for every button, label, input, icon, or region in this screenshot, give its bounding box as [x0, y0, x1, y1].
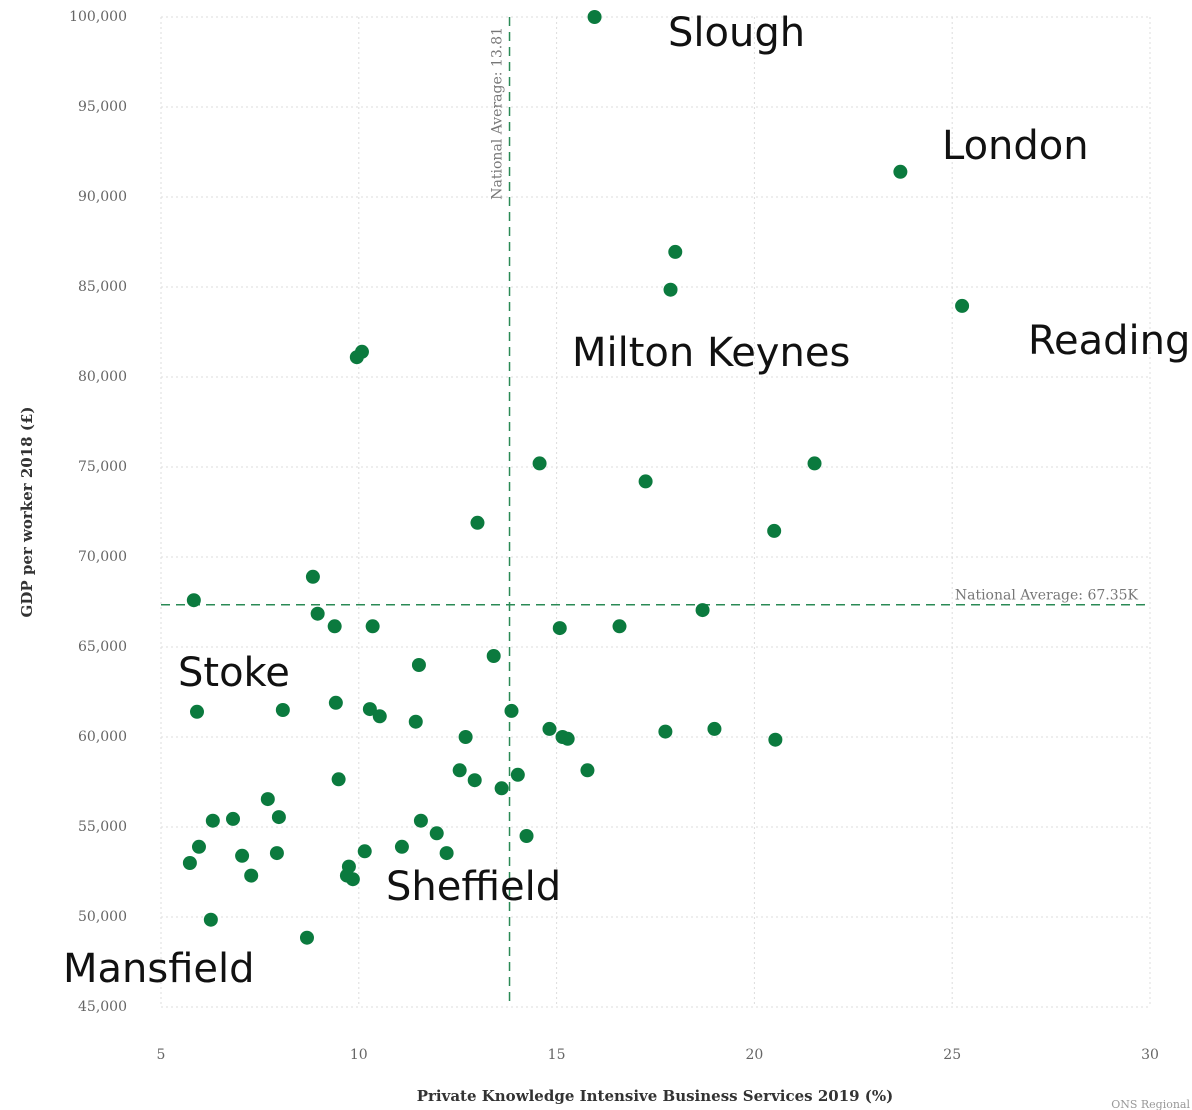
- y-tick-label: 60,000: [78, 729, 127, 745]
- y-tick-label: 80,000: [78, 369, 127, 385]
- data-point: [357, 844, 372, 859]
- data-point: [658, 724, 673, 739]
- data-point: [439, 846, 454, 861]
- data-point: [467, 773, 482, 788]
- data-point: [411, 658, 426, 672]
- x-tick-label: 15: [548, 1047, 566, 1063]
- data-point: [260, 792, 275, 807]
- annotation: Milton Keynes: [572, 330, 850, 376]
- data-point: [668, 244, 683, 259]
- data-point: [807, 456, 822, 471]
- annotation: Mansfield: [63, 946, 255, 992]
- data-point: [486, 649, 501, 663]
- annotation: Reading: [1028, 318, 1190, 364]
- y-tick-label: 70,000: [78, 549, 127, 565]
- data-point: [587, 10, 602, 24]
- source: ONS Regional: [1111, 1098, 1190, 1110]
- data-point: [580, 763, 595, 778]
- data-point: [328, 695, 343, 710]
- data-point: [552, 621, 567, 636]
- data-point: [362, 702, 377, 717]
- data-point: [707, 721, 722, 736]
- data-point: [429, 826, 444, 841]
- data-point: [275, 703, 290, 717]
- y-tick-label: 45,000: [78, 999, 127, 1015]
- x-tick-label: 5: [157, 1047, 166, 1063]
- y-tick-label: 85,000: [78, 279, 127, 295]
- data-point: [955, 298, 970, 313]
- data-point: [560, 731, 575, 746]
- data-point: [235, 848, 250, 863]
- data-point: [186, 593, 201, 608]
- data-point: [305, 569, 320, 584]
- data-point: [310, 606, 325, 621]
- x-tick-label: 25: [943, 1047, 961, 1063]
- data-point: [893, 164, 908, 179]
- data-point: [638, 474, 653, 489]
- data-point: [695, 603, 710, 618]
- data-point: [244, 868, 259, 883]
- data-point: [767, 523, 782, 538]
- data-point: [182, 856, 197, 870]
- data-point: [345, 872, 360, 887]
- y-tick-label: 100,000: [69, 9, 127, 25]
- y-tick-label: 50,000: [78, 909, 127, 925]
- x-axis-title: Private Knowledge Intensive Business Ser…: [417, 1087, 894, 1105]
- data-point: [413, 813, 428, 828]
- data-point: [394, 839, 409, 854]
- data-point: [299, 930, 314, 945]
- data-point: [191, 839, 206, 854]
- data-point: [203, 912, 218, 927]
- reference-label: National Average: 13.81: [490, 27, 506, 200]
- data-point: [365, 619, 380, 634]
- data-point: [768, 732, 783, 747]
- annotation: London: [942, 123, 1089, 169]
- data-point: [349, 350, 364, 365]
- data-point: [519, 829, 534, 843]
- y-tick-label: 55,000: [78, 819, 127, 835]
- data-point: [269, 846, 284, 861]
- data-point: [532, 456, 547, 471]
- data-point: [225, 811, 240, 826]
- data-point: [510, 767, 525, 782]
- data-point: [189, 704, 204, 719]
- annotation: Sheffield: [386, 864, 561, 910]
- data-point: [494, 781, 509, 796]
- y-tick-label: 90,000: [78, 189, 127, 205]
- x-tick-label: 10: [350, 1047, 368, 1063]
- data-point: [470, 515, 485, 530]
- data-point: [271, 810, 286, 825]
- y-tick-label: 95,000: [78, 99, 127, 115]
- x-tick-label: 30: [1141, 1047, 1159, 1063]
- y-tick-label: 75,000: [78, 459, 127, 475]
- annotation: Slough: [668, 10, 805, 56]
- y-tick-label: 65,000: [78, 639, 127, 655]
- data-point: [372, 709, 387, 724]
- data-point: [663, 282, 678, 297]
- data-point: [205, 813, 220, 828]
- data-point: [504, 703, 519, 718]
- data-point: [542, 721, 557, 736]
- x-tick-label: 20: [745, 1047, 763, 1063]
- data-point: [331, 772, 346, 787]
- annotation: Stoke: [178, 650, 290, 696]
- data-point: [458, 730, 473, 744]
- data-point: [452, 763, 467, 778]
- data-point: [327, 619, 342, 634]
- y-axis-title: GDP per worker 2018 (£): [18, 407, 36, 618]
- reference-label: National Average: 67.35K: [955, 588, 1139, 604]
- data-point: [612, 619, 627, 634]
- data-point: [408, 714, 423, 729]
